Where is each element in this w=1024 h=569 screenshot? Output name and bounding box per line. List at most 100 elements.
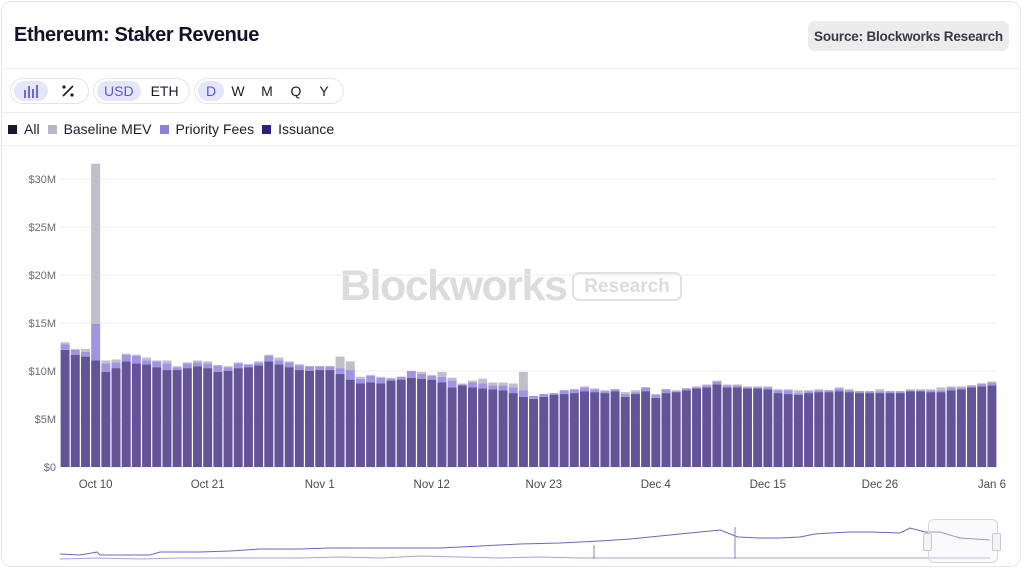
legend-item-all[interactable]: All (8, 121, 40, 137)
interval-w-button[interactable]: W (231, 83, 245, 99)
bar-issuance (681, 390, 691, 467)
bar-issuance (936, 392, 946, 467)
bar-issuance (508, 393, 518, 467)
bar-priority-fees (233, 363, 243, 369)
navigator-handle-right[interactable] (992, 533, 1001, 551)
bar-baseline-mev (80, 348, 90, 352)
interval-y-button[interactable]: Y (319, 83, 329, 99)
bar-priority-fees (335, 368, 345, 374)
bar-baseline-mev (355, 376, 365, 379)
bar-priority-fees (814, 390, 824, 393)
bar-issuance (427, 379, 437, 467)
bar-priority-fees (111, 362, 121, 369)
bar-issuance (529, 398, 539, 467)
bar-issuance (712, 384, 722, 467)
y-tick-label: $20M (28, 270, 56, 282)
bar-issuance (305, 371, 315, 467)
bar-issuance (111, 368, 121, 467)
bar-priority-fees (182, 363, 192, 369)
bar-priority-fees (101, 363, 111, 372)
bar-baseline-mev (427, 374, 437, 376)
bar-priority-fees (783, 390, 793, 395)
bar-baseline-mev (60, 342, 70, 345)
bar-issuance (203, 368, 213, 467)
bar-issuance (661, 393, 671, 467)
y-tick-label: $0 (44, 462, 56, 474)
legend-label: Issuance (278, 121, 335, 137)
bar-baseline-mev (590, 388, 600, 390)
bar-priority-fees (213, 365, 223, 372)
bar-issuance (406, 377, 416, 467)
bar-priority-fees (610, 389, 620, 392)
bar-priority-fees (916, 390, 926, 392)
bar-issuance (753, 388, 763, 467)
bar-priority-fees (254, 362, 264, 366)
bar-baseline-mev (916, 389, 926, 391)
bar-priority-fees (508, 387, 518, 394)
bar-priority-fees (131, 355, 141, 364)
source-button[interactable]: Source: Blockworks Research (808, 21, 1009, 51)
bar-issuance (742, 388, 752, 467)
bar-baseline-mev (193, 360, 202, 363)
bar-baseline-mev (417, 371, 427, 374)
bar-priority-fees (80, 351, 90, 357)
unit-usd-button[interactable]: USD (97, 81, 141, 101)
interval-toggle: D W M Q Y (194, 78, 344, 104)
bar-baseline-mev (956, 386, 966, 388)
navigator-window[interactable] (928, 519, 998, 563)
bar-priority-fees (529, 395, 539, 399)
bar-baseline-mev (376, 376, 386, 378)
bar-priority-fees (702, 385, 712, 388)
bar-baseline-mev (152, 360, 162, 362)
bar-baseline-mev (742, 386, 752, 388)
bar-baseline-mev (763, 386, 773, 388)
bar-priority-fees (936, 390, 946, 393)
bar-issuance (447, 387, 457, 467)
bar-issuance (895, 393, 905, 467)
bar-baseline-mev (702, 384, 712, 386)
legend-item-issuance[interactable]: Issuance (262, 121, 334, 137)
bar-baseline-mev (905, 389, 915, 391)
bar-issuance (651, 397, 661, 467)
bar-issuance (101, 371, 111, 467)
legend: All Baseline MEV Priority Fees Issuance (8, 121, 342, 137)
interval-d-button[interactable]: D (198, 81, 224, 101)
interval-m-button[interactable]: M (261, 83, 273, 99)
bar-issuance (315, 370, 325, 467)
legend-item-priority-fees[interactable]: Priority Fees (159, 121, 254, 137)
bar-priority-fees (345, 370, 355, 380)
interval-q-button[interactable]: Q (290, 83, 302, 99)
bar-issuance (518, 396, 528, 467)
bar-issuance (956, 389, 966, 467)
bar-baseline-mev (274, 357, 284, 361)
unit-eth-button[interactable]: ETH (150, 83, 179, 99)
bar-issuance (366, 382, 376, 467)
bar-issuance (264, 361, 274, 467)
bar-baseline-mev (264, 354, 274, 356)
bar-chart-icon[interactable] (14, 81, 48, 101)
percent-icon[interactable] (52, 81, 86, 101)
x-tick-label: Nov 12 (414, 479, 450, 491)
bar-baseline-mev (814, 389, 824, 391)
bar-issuance (977, 386, 987, 467)
bar-baseline-mev (233, 362, 243, 364)
bar-issuance (692, 388, 702, 467)
bar-issuance (437, 382, 447, 467)
bar-issuance (274, 364, 284, 467)
bar-issuance (254, 365, 264, 467)
bar-baseline-mev (111, 359, 121, 363)
bar-priority-fees (671, 391, 681, 393)
bar-issuance (814, 392, 824, 467)
bar-issuance (600, 393, 610, 467)
bar-priority-fees (804, 391, 814, 394)
bar-baseline-mev (804, 390, 814, 392)
legend-item-baseline-mev[interactable]: Baseline MEV (47, 121, 152, 137)
bar-baseline-mev (987, 381, 997, 383)
navigator-handle-left[interactable] (923, 533, 932, 551)
bar-priority-fees (243, 364, 253, 368)
bar-issuance (916, 391, 926, 467)
bar-issuance (70, 354, 80, 467)
bar-baseline-mev (131, 354, 141, 356)
